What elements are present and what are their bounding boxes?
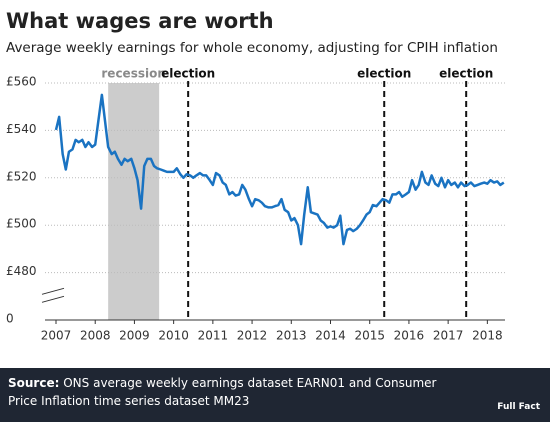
x-tick-label: 2011: [198, 329, 229, 343]
shaded-region: [108, 83, 160, 320]
axis-break: [41, 295, 65, 303]
chart: What wages are worth Average weekly earn…: [6, 9, 505, 343]
y-tick-label: £480: [6, 264, 37, 278]
region-label: recession: [101, 67, 166, 81]
y-tick-label: £540: [6, 122, 37, 136]
y-tick-label: £560: [6, 75, 37, 89]
logo: Full Fact: [497, 402, 540, 412]
axis-break: [41, 287, 65, 295]
chart-title: What wages are worth: [6, 9, 274, 33]
event-label: election: [357, 67, 411, 81]
x-tick-label: 2010: [158, 329, 189, 343]
x-tick-label: 2012: [237, 329, 268, 343]
y-tick-label: £500: [6, 217, 37, 231]
x-tick-label: 2017: [433, 329, 464, 343]
source-label: Source:: [8, 376, 60, 390]
y-tick-label: £520: [6, 169, 37, 183]
x-tick-label: 2014: [315, 329, 346, 343]
chart-subtitle: Average weekly earnings for whole econom…: [6, 40, 498, 56]
data-line: [54, 93, 505, 246]
event-label: election: [439, 67, 493, 81]
y-tick-label: 0: [6, 312, 14, 326]
x-tick-label: 2018: [472, 329, 503, 343]
source-text: ONS average weekly earnings dataset EARN…: [8, 376, 437, 408]
x-tick-label: 2008: [80, 329, 111, 343]
x-tick-label: 2015: [354, 329, 385, 343]
x-tick-label: 2016: [394, 329, 425, 343]
event-label: election: [161, 67, 215, 81]
x-tick-label: 2009: [119, 329, 150, 343]
x-tick-label: 2013: [276, 329, 307, 343]
footer: Source: ONS average weekly earnings data…: [0, 368, 550, 422]
x-tick-label: 2007: [41, 329, 72, 343]
